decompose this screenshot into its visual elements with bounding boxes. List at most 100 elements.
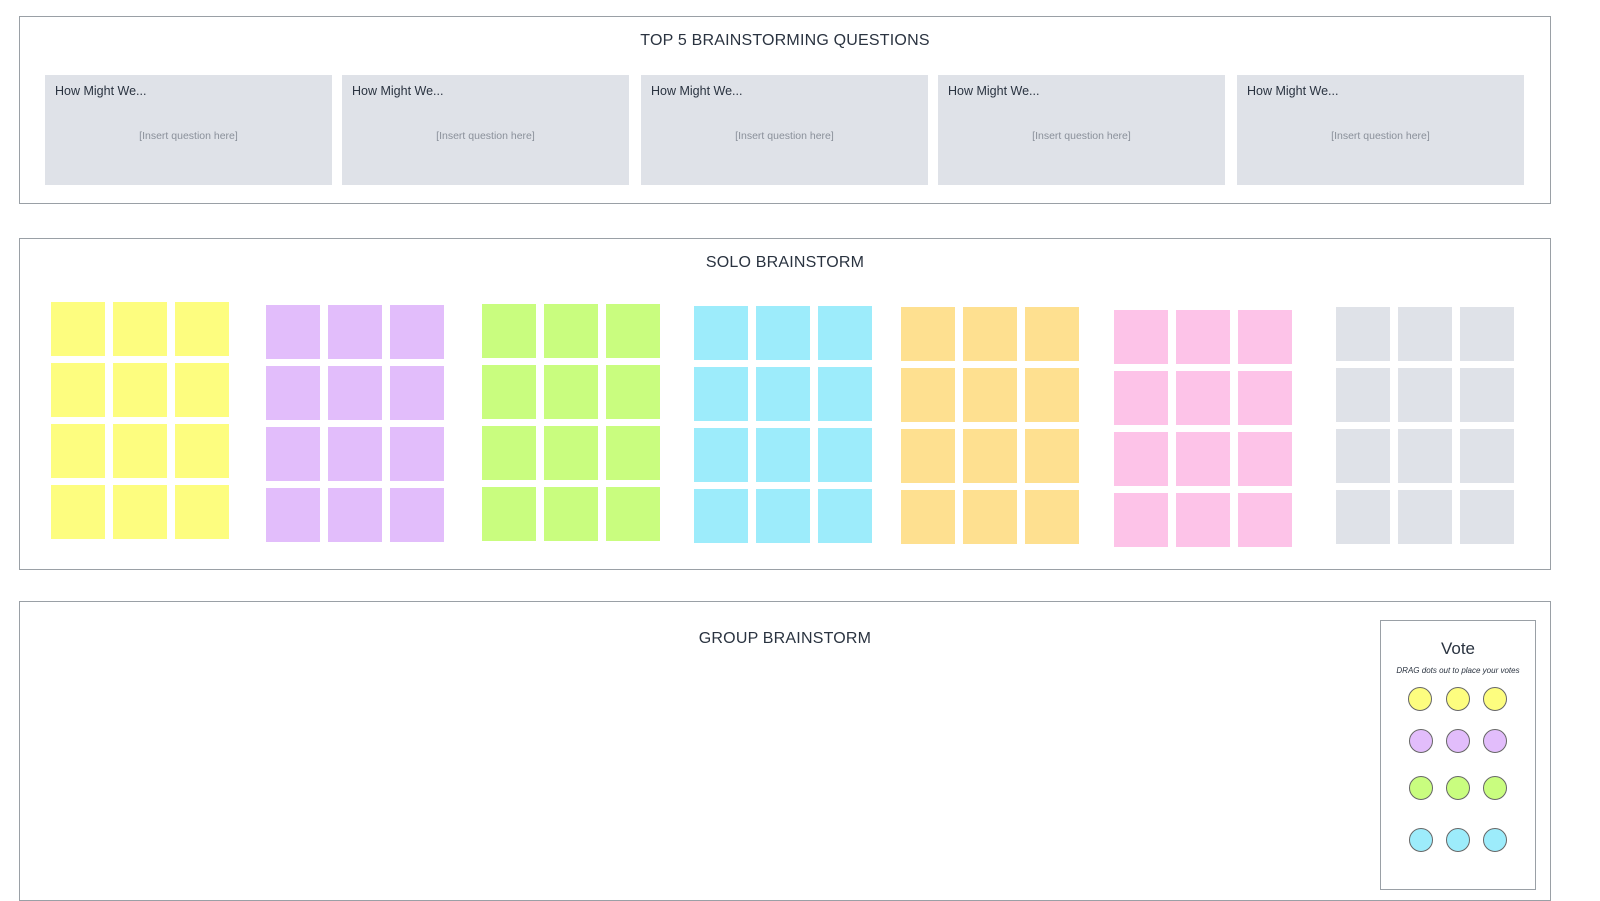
sticky-note[interactable] — [1238, 493, 1292, 547]
question-card[interactable]: How Might We... [Insert question here] — [45, 75, 332, 185]
vote-dot[interactable] — [1483, 729, 1507, 753]
sticky-note[interactable] — [901, 307, 955, 361]
sticky-note[interactable] — [606, 365, 660, 419]
sticky-note[interactable] — [1336, 307, 1390, 361]
sticky-note[interactable] — [544, 487, 598, 541]
sticky-note[interactable] — [818, 428, 872, 482]
sticky-note[interactable] — [266, 305, 320, 359]
sticky-note[interactable] — [694, 367, 748, 421]
sticky-note[interactable] — [756, 367, 810, 421]
sticky-note[interactable] — [963, 429, 1017, 483]
sticky-note[interactable] — [544, 304, 598, 358]
sticky-note[interactable] — [1025, 307, 1079, 361]
sticky-note[interactable] — [1460, 490, 1514, 544]
sticky-note[interactable] — [390, 366, 444, 420]
sticky-note[interactable] — [482, 304, 536, 358]
sticky-note[interactable] — [175, 302, 229, 356]
sticky-note[interactable] — [606, 487, 660, 541]
sticky-note[interactable] — [756, 489, 810, 543]
question-placeholder[interactable]: [Insert question here] — [735, 130, 834, 142]
sticky-note[interactable] — [113, 485, 167, 539]
sticky-note[interactable] — [390, 427, 444, 481]
sticky-note[interactable] — [51, 302, 105, 356]
sticky-note[interactable] — [694, 306, 748, 360]
sticky-note[interactable] — [1176, 371, 1230, 425]
sticky-note[interactable] — [756, 428, 810, 482]
vote-dot[interactable] — [1483, 687, 1507, 711]
sticky-note[interactable] — [606, 304, 660, 358]
sticky-note[interactable] — [1114, 371, 1168, 425]
vote-dot[interactable] — [1483, 828, 1507, 852]
sticky-note[interactable] — [175, 424, 229, 478]
sticky-note[interactable] — [818, 489, 872, 543]
sticky-note[interactable] — [113, 424, 167, 478]
sticky-note[interactable] — [1176, 493, 1230, 547]
sticky-note[interactable] — [1114, 310, 1168, 364]
sticky-note[interactable] — [390, 305, 444, 359]
sticky-note[interactable] — [51, 363, 105, 417]
vote-dot[interactable] — [1446, 828, 1470, 852]
sticky-note[interactable] — [266, 488, 320, 542]
sticky-note[interactable] — [175, 485, 229, 539]
sticky-note[interactable] — [1025, 429, 1079, 483]
sticky-note[interactable] — [963, 368, 1017, 422]
sticky-note[interactable] — [1398, 307, 1452, 361]
sticky-note[interactable] — [1025, 490, 1079, 544]
sticky-note[interactable] — [1336, 429, 1390, 483]
sticky-note[interactable] — [963, 307, 1017, 361]
question-placeholder[interactable]: [Insert question here] — [1331, 130, 1430, 142]
sticky-note[interactable] — [1398, 368, 1452, 422]
sticky-note[interactable] — [901, 490, 955, 544]
sticky-note[interactable] — [901, 368, 955, 422]
sticky-note[interactable] — [1398, 490, 1452, 544]
sticky-note[interactable] — [390, 488, 444, 542]
vote-dot[interactable] — [1446, 687, 1470, 711]
sticky-note[interactable] — [51, 424, 105, 478]
question-card[interactable]: How Might We... [Insert question here] — [1237, 75, 1524, 185]
sticky-note[interactable] — [1460, 429, 1514, 483]
sticky-note[interactable] — [482, 487, 536, 541]
question-card[interactable]: How Might We... [Insert question here] — [342, 75, 629, 185]
sticky-note[interactable] — [328, 488, 382, 542]
sticky-note[interactable] — [266, 366, 320, 420]
sticky-note[interactable] — [1238, 310, 1292, 364]
vote-dot[interactable] — [1408, 687, 1432, 711]
sticky-note[interactable] — [1460, 368, 1514, 422]
question-placeholder[interactable]: [Insert question here] — [436, 130, 535, 142]
sticky-note[interactable] — [1460, 307, 1514, 361]
sticky-note[interactable] — [818, 367, 872, 421]
question-placeholder[interactable]: [Insert question here] — [1032, 130, 1131, 142]
vote-dot[interactable] — [1409, 776, 1433, 800]
sticky-note[interactable] — [756, 306, 810, 360]
sticky-note[interactable] — [1336, 490, 1390, 544]
vote-dot[interactable] — [1446, 776, 1470, 800]
question-card[interactable]: How Might We... [Insert question here] — [938, 75, 1225, 185]
sticky-note[interactable] — [1238, 432, 1292, 486]
sticky-note[interactable] — [901, 429, 955, 483]
sticky-note[interactable] — [606, 426, 660, 480]
sticky-note[interactable] — [51, 485, 105, 539]
sticky-note[interactable] — [694, 489, 748, 543]
vote-dot[interactable] — [1409, 828, 1433, 852]
sticky-note[interactable] — [113, 363, 167, 417]
vote-dot[interactable] — [1409, 729, 1433, 753]
sticky-note[interactable] — [482, 365, 536, 419]
sticky-note[interactable] — [963, 490, 1017, 544]
sticky-note[interactable] — [1114, 493, 1168, 547]
sticky-note[interactable] — [544, 426, 598, 480]
sticky-note[interactable] — [818, 306, 872, 360]
vote-dot[interactable] — [1446, 729, 1470, 753]
sticky-note[interactable] — [1336, 368, 1390, 422]
sticky-note[interactable] — [266, 427, 320, 481]
vote-dot[interactable] — [1483, 776, 1507, 800]
sticky-note[interactable] — [328, 366, 382, 420]
sticky-note[interactable] — [328, 305, 382, 359]
sticky-note[interactable] — [175, 363, 229, 417]
question-card[interactable]: How Might We... [Insert question here] — [641, 75, 928, 185]
sticky-note[interactable] — [113, 302, 167, 356]
sticky-note[interactable] — [1025, 368, 1079, 422]
sticky-note[interactable] — [1176, 310, 1230, 364]
question-placeholder[interactable]: [Insert question here] — [139, 130, 238, 142]
sticky-note[interactable] — [544, 365, 598, 419]
sticky-note[interactable] — [1398, 429, 1452, 483]
